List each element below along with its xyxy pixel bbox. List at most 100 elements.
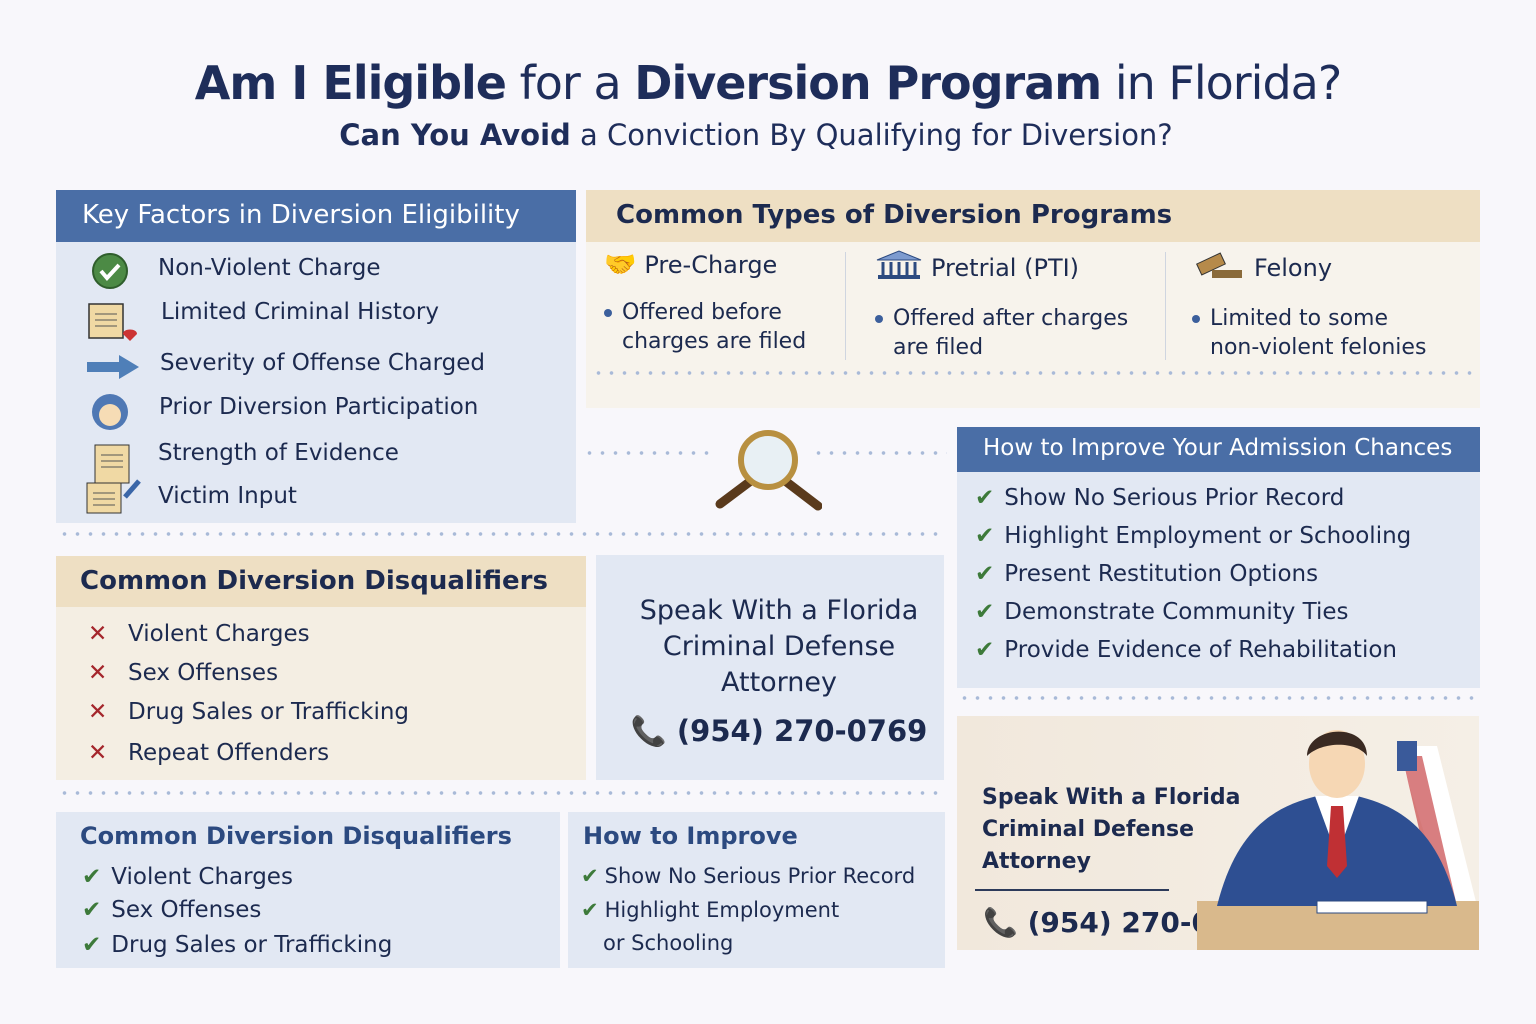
disqualifiers-panel: Common Diversion Disqualifiers <box>56 556 586 780</box>
program-title: Pretrial (PTI) <box>931 254 1080 282</box>
improve-heading: How to Improve Your Admission Chances <box>957 427 1480 472</box>
program-title: Pre-Charge <box>644 251 778 279</box>
disqualifier-item: ✕ Drug Sales or Trafficking <box>88 699 409 725</box>
magnifying-glass-icon <box>712 426 822 512</box>
courthouse-icon <box>875 250 923 286</box>
program-desc: Limited to some <box>1210 306 1388 331</box>
item-label: Highlight Employment <box>604 898 840 922</box>
x-icon: ✕ <box>88 740 108 766</box>
page-subtitle: Can You Avoid a Conviction By Qualifying… <box>0 118 1512 152</box>
bottom-disqualifier-item: ✔ Violent Charges <box>82 864 293 890</box>
phone-number[interactable]: (954) 270-0769 <box>676 714 928 748</box>
document-icon <box>84 298 142 344</box>
check-icon: ✔ <box>581 864 599 888</box>
disqualifier-item: ✕ Sex Offenses <box>88 660 278 686</box>
page-title: Am I Eligible for a Diversion Program in… <box>0 56 1536 110</box>
gavel-icon <box>1192 250 1246 286</box>
item-label: Drug Sales or Trafficking <box>111 932 393 958</box>
bottom-disqualifiers-heading: Common Diversion Disqualifiers <box>80 822 512 850</box>
check-icon: ✔ <box>975 637 995 663</box>
key-factor-item: Limited Criminal History <box>161 299 439 325</box>
key-factors-panel: Key Factors in Diversion Eligibility <box>56 190 576 523</box>
attorney-cta-panel: Speak With a Florida Criminal Defense At… <box>957 716 1479 950</box>
item-label: Sex Offenses <box>111 897 262 923</box>
cta-text: Attorney <box>982 849 1091 874</box>
bottom-improve-heading: How to Improve <box>583 822 798 850</box>
disqualifier-label: Sex Offenses <box>128 660 279 686</box>
divider <box>845 252 846 360</box>
subtitle-part: Can You Avoid <box>339 118 571 152</box>
disqualifier-item: ✕ Violent Charges <box>88 621 310 647</box>
program-desc: non-violent felonies <box>1210 335 1427 360</box>
cta-text: Speak With a Florida <box>982 785 1241 810</box>
key-factor-item: Severity of Offense Charged <box>160 350 486 376</box>
title-part: in Florida? <box>1101 56 1342 110</box>
improve-panel: How to Improve Your Admission Chances <box>957 427 1480 688</box>
check-icon: ✔ <box>975 599 995 625</box>
cta-text: Criminal Defense <box>662 631 896 662</box>
improve-item: ✔ Demonstrate Community Ties <box>975 599 1349 625</box>
key-factors-heading: Key Factors in Diversion Eligibility <box>56 190 576 242</box>
bottom-disqualifier-item: ✔ Drug Sales or Trafficking <box>82 932 392 958</box>
attorney-illustration <box>1197 730 1479 950</box>
handshake-icon: 🤝 <box>604 250 637 280</box>
item-label: Show No Serious Prior Record <box>604 864 916 888</box>
x-icon: ✕ <box>88 660 108 686</box>
x-icon: ✕ <box>88 699 108 725</box>
phone-icon: 📞 <box>983 906 1018 939</box>
program-column: Pretrial (PTI) Offered after charges are … <box>875 250 1128 362</box>
divider <box>975 889 1169 891</box>
program-column: Felony Limited to some non-violent feloni… <box>1192 250 1426 362</box>
improve-label: Provide Evidence of Rehabilitation <box>1004 637 1397 663</box>
improve-label: Highlight Employment or Schooling <box>1004 523 1412 549</box>
disqualifier-label: Violent Charges <box>128 621 310 647</box>
improve-item: ✔ Present Restitution Options <box>975 561 1318 587</box>
improve-item: ✔ Show No Serious Prior Record <box>975 485 1344 511</box>
key-factor-item: Prior Diversion Participation <box>159 394 479 420</box>
dotted-divider <box>592 371 1478 375</box>
check-icon: ✔ <box>975 485 995 511</box>
divider <box>1165 252 1166 360</box>
item-label: Violent Charges <box>111 864 293 890</box>
bottom-disqualifier-item: ✔ Sex Offenses <box>82 897 261 923</box>
program-title: Felony <box>1254 254 1333 282</box>
key-factor-item: Non-Violent Charge <box>158 255 381 281</box>
check-icon: ✔ <box>82 897 102 923</box>
program-desc: Offered after charges <box>893 306 1129 331</box>
title-part: Am I Eligible <box>194 56 507 110</box>
phone-link[interactable]: 📞 (954) 270-0769 <box>614 713 944 749</box>
program-desc: charges are filed <box>622 329 807 354</box>
check-circle-icon <box>88 252 132 290</box>
check-icon: ✔ <box>82 932 102 958</box>
improve-item: ✔ Provide Evidence of Rehabilitation <box>975 637 1397 663</box>
cta-text: Criminal Defense <box>982 817 1195 842</box>
subtitle-part: a Conviction By Qualifying for Diversion… <box>570 118 1173 152</box>
cta-center-panel: Speak With a Florida Criminal Defense At… <box>596 555 944 780</box>
improve-label: Show No Serious Prior Record <box>1004 485 1345 511</box>
program-desc: Offered before <box>622 300 782 325</box>
title-part: for a <box>505 56 635 110</box>
improve-label: Demonstrate Community Ties <box>1004 599 1349 625</box>
cta-text: Attorney <box>720 667 837 698</box>
bottom-improve-panel: How to Improve <box>568 812 945 968</box>
disqualifier-item: ✕ Repeat Offenders <box>88 740 329 766</box>
program-types-heading: Common Types of Diversion Programs <box>586 190 1480 242</box>
dotted-divider <box>58 532 945 536</box>
dotted-divider <box>812 451 947 455</box>
key-factor-item: Victim Input <box>158 483 297 509</box>
check-icon: ✔ <box>581 898 599 922</box>
bottom-improve-item: ✔ Highlight Employment <box>581 898 839 922</box>
bottom-disqualifiers-panel: Common Diversion Disqualifiers <box>56 812 560 968</box>
check-icon: ✔ <box>975 561 995 587</box>
disqualifiers-heading: Common Diversion Disqualifiers <box>56 556 586 607</box>
disqualifier-label: Repeat Offenders <box>128 740 330 766</box>
dotted-divider <box>58 791 945 795</box>
dotted-divider <box>958 696 1480 700</box>
program-column: 🤝 Pre-Charge Offered before charges are fi… <box>604 250 806 356</box>
title-part: Diversion Program <box>634 56 1102 110</box>
arrow-right-icon <box>84 352 142 382</box>
person-icon <box>86 392 140 432</box>
key-factor-item: Strength of Evidence <box>158 440 399 466</box>
bottom-improve-item: or Schooling <box>603 931 734 955</box>
disqualifier-label: Drug Sales or Trafficking <box>128 699 410 725</box>
